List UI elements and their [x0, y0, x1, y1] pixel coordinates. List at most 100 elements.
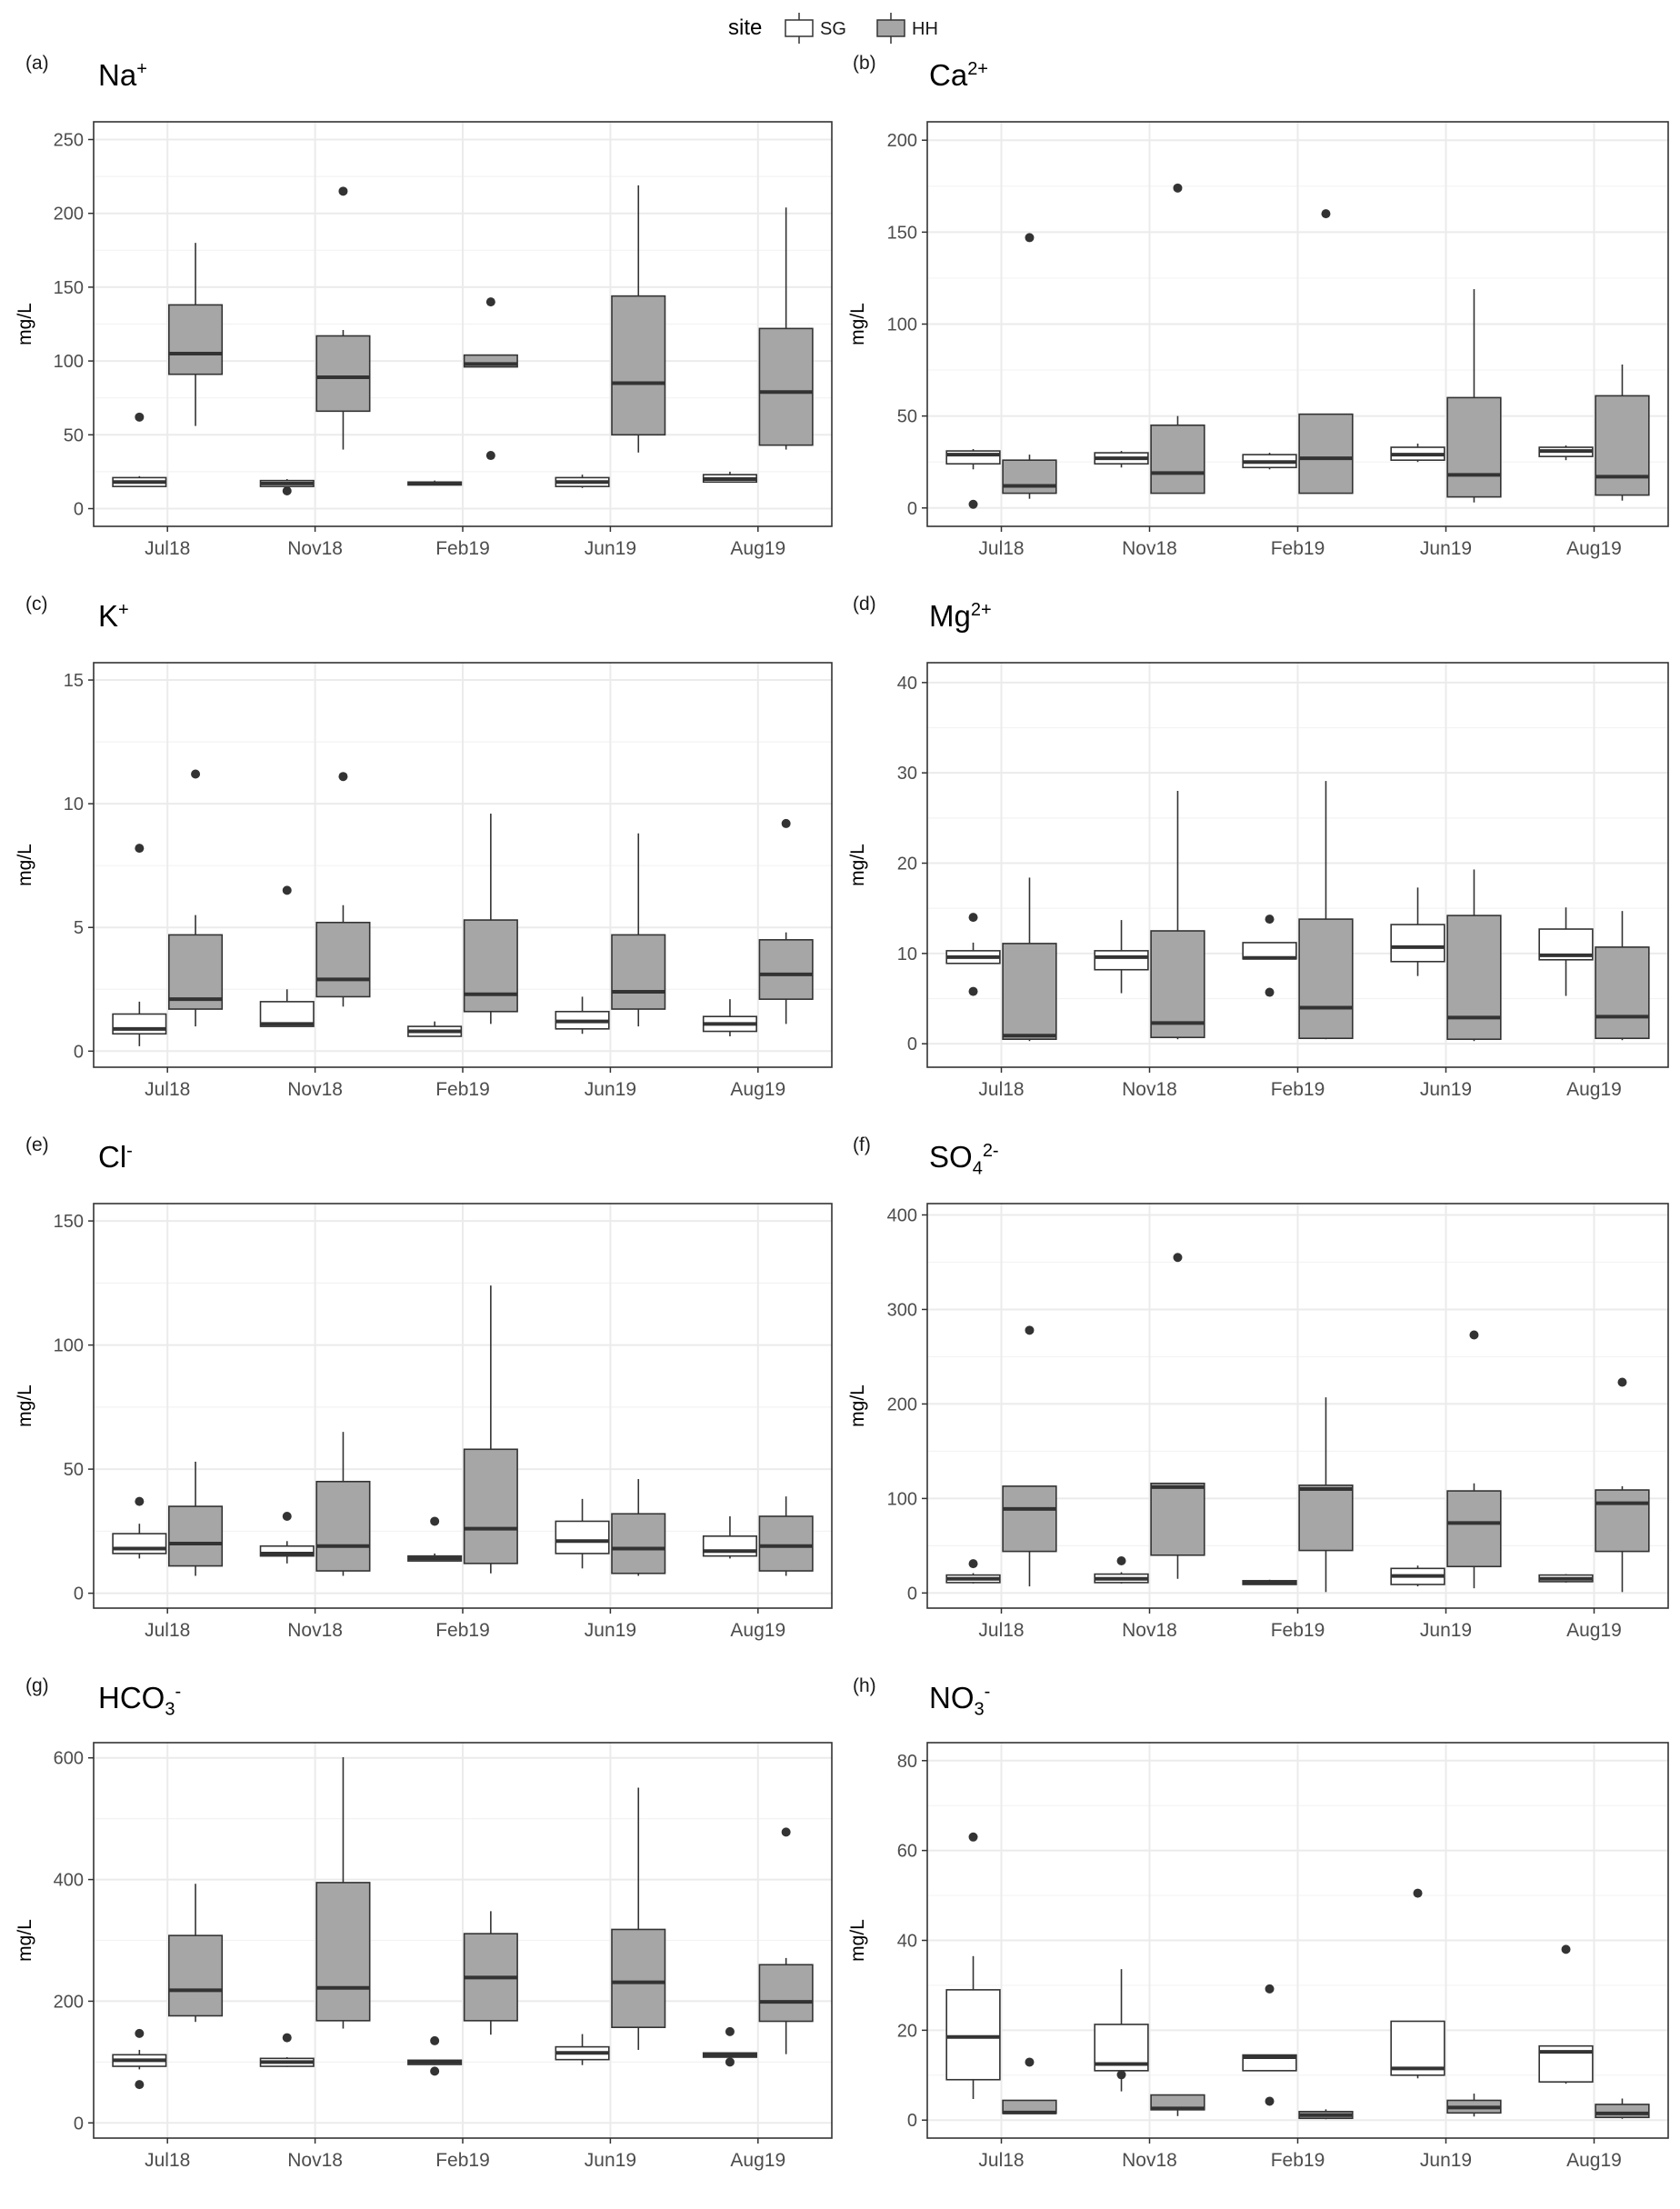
panel-title: Cl-	[98, 1140, 133, 1180]
outlier-point	[725, 2057, 735, 2067]
outlier-point	[1561, 1944, 1571, 1954]
y-tick-label: 200	[54, 205, 84, 225]
outlier-point	[135, 2080, 145, 2090]
outlier-point	[338, 186, 348, 196]
box-sg-feb19	[1242, 453, 1297, 470]
box-body	[1595, 2104, 1650, 2119]
x-tick-label: Aug19	[730, 2150, 785, 2171]
title-sup: -	[175, 1682, 182, 1702]
title-sup: -	[126, 1141, 133, 1161]
y-tick-label: 10	[897, 945, 917, 965]
box-sg-feb19	[407, 480, 463, 486]
outlier-point	[485, 297, 495, 307]
y-axis-label: mg/L	[15, 1384, 35, 1427]
box-body	[1150, 1482, 1205, 1556]
box-hh-aug19	[758, 1827, 814, 2054]
y-tick-label: 50	[64, 1460, 84, 1480]
x-tick-label: Jul18	[145, 1620, 190, 1641]
box-body	[1150, 930, 1205, 1039]
outlier-point	[1025, 2057, 1035, 2067]
box-sg-nov18	[1094, 920, 1149, 994]
outlier-point	[1321, 209, 1331, 219]
box-hh-nov18	[315, 1757, 371, 2029]
outlier-point	[1173, 1253, 1183, 1263]
outlier-point	[282, 486, 292, 496]
y-tick-label: 400	[54, 1871, 84, 1891]
box-sg-jul18	[112, 1496, 167, 1559]
box-sg-aug19	[1538, 445, 1594, 461]
box-sg-aug19	[702, 2026, 757, 2067]
box-hh-aug19	[758, 1496, 814, 1576]
y-tick-label: 50	[897, 407, 917, 427]
outlier-point	[1265, 915, 1275, 925]
box-body	[611, 1928, 666, 2029]
box-sg-aug19	[1538, 1574, 1594, 1583]
y-tick-label: 50	[64, 425, 84, 445]
box-sg-feb19	[407, 1021, 463, 1037]
outlier-point	[1173, 183, 1183, 193]
panel-title: SO42-	[929, 1140, 999, 1180]
y-tick-label: 250	[54, 130, 84, 150]
y-tick-label: 150	[54, 1212, 84, 1232]
box-sg-jul18	[112, 844, 167, 1046]
y-tick-label: 60	[897, 1842, 917, 1862]
plot-border	[926, 121, 1669, 527]
box-sg-jun19	[1390, 887, 1445, 976]
y-tick-label: 40	[897, 674, 917, 694]
panel-na: (a) Na+ 0 50 100 150 200 250 Jul18 Nov18 Feb19 Ju…	[0, 45, 840, 586]
x-tick-label: Nov18	[287, 1079, 343, 1100]
title-base: K	[98, 599, 119, 633]
outlier-point	[282, 885, 292, 895]
y-axis-label: mg/L	[847, 1919, 868, 1962]
box-sg-jun19	[1390, 443, 1445, 463]
legend-swatch-hh	[876, 19, 905, 37]
box-hh-nov18	[315, 186, 371, 450]
y-tick-label: 150	[887, 223, 917, 243]
outlier-point	[968, 1559, 978, 1569]
legend-svg: site SG HH	[728, 13, 938, 44]
title-base: NO	[929, 1681, 975, 1714]
box-sg-feb19	[1242, 1984, 1297, 2106]
legend-title: site	[728, 15, 762, 40]
box-body	[315, 335, 371, 413]
y-tick-label: 100	[54, 1336, 84, 1356]
title-base: Ca	[929, 58, 968, 92]
outlier-point	[282, 1511, 292, 1521]
x-tick-label: Feb19	[435, 538, 490, 559]
box-body	[1595, 395, 1650, 496]
box-hh-feb19	[463, 1911, 518, 2035]
box-body	[1094, 950, 1149, 971]
y-tick-label: 40	[897, 1932, 917, 1952]
outlier-point	[135, 412, 145, 422]
x-tick-label: Jul18	[978, 2150, 1024, 2171]
box-body	[1298, 413, 1354, 495]
x-tick-label: Aug19	[1566, 2150, 1622, 2171]
panel-title: Ca2+	[929, 58, 988, 98]
box-body	[1390, 2020, 1445, 2076]
panel-title: K+	[98, 599, 129, 639]
title-sub: 4	[972, 1158, 983, 1179]
boxplot-chart-no3: 0 20 40 60 80 Jul18 Nov18 Feb19 Jun19 Aug19 mg/L	[847, 1742, 1669, 2171]
plot-border	[926, 1203, 1669, 1609]
x-tick-label: Nov18	[1122, 1079, 1177, 1100]
panel-tag: (c)	[25, 594, 48, 615]
y-tick-label: 200	[887, 1394, 917, 1414]
box-body	[945, 1989, 1001, 2081]
y-tick-label: 20	[897, 855, 917, 875]
outlier-point	[968, 1832, 978, 1842]
box-sg-nov18	[1094, 1969, 1149, 2092]
box-body	[1446, 1490, 1502, 1568]
plot-border	[93, 662, 833, 1068]
box-hh-aug19	[1595, 365, 1650, 501]
box-body	[1002, 1485, 1057, 1553]
x-tick-label: Jun19	[1420, 538, 1472, 559]
y-tick-label: 200	[887, 131, 917, 151]
box-body	[112, 1013, 167, 1035]
y-tick-label: 400	[887, 1205, 917, 1225]
box-hh-jun19	[1446, 2094, 1502, 2117]
plot-border	[926, 662, 1669, 1068]
outlier-point	[968, 986, 978, 996]
box-hh-feb19	[463, 814, 518, 1025]
outlier-point	[1265, 987, 1275, 997]
box-sg-aug19	[702, 471, 757, 484]
